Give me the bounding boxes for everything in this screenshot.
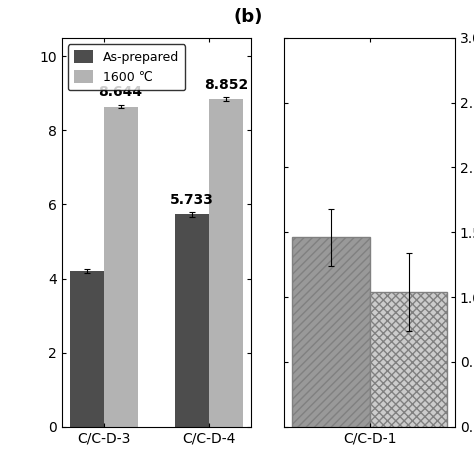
Bar xyxy=(370,292,447,427)
Bar xyxy=(209,99,243,427)
Bar xyxy=(104,107,137,427)
Bar xyxy=(70,271,104,427)
Text: (b): (b) xyxy=(233,8,263,26)
Bar xyxy=(175,214,209,427)
Legend: As-prepared, 1600 ℃: As-prepared, 1600 ℃ xyxy=(68,44,185,90)
Text: 8.852: 8.852 xyxy=(204,78,248,91)
Text: 5.733: 5.733 xyxy=(170,192,214,207)
Bar xyxy=(292,237,370,427)
Text: 8.644: 8.644 xyxy=(99,85,143,99)
